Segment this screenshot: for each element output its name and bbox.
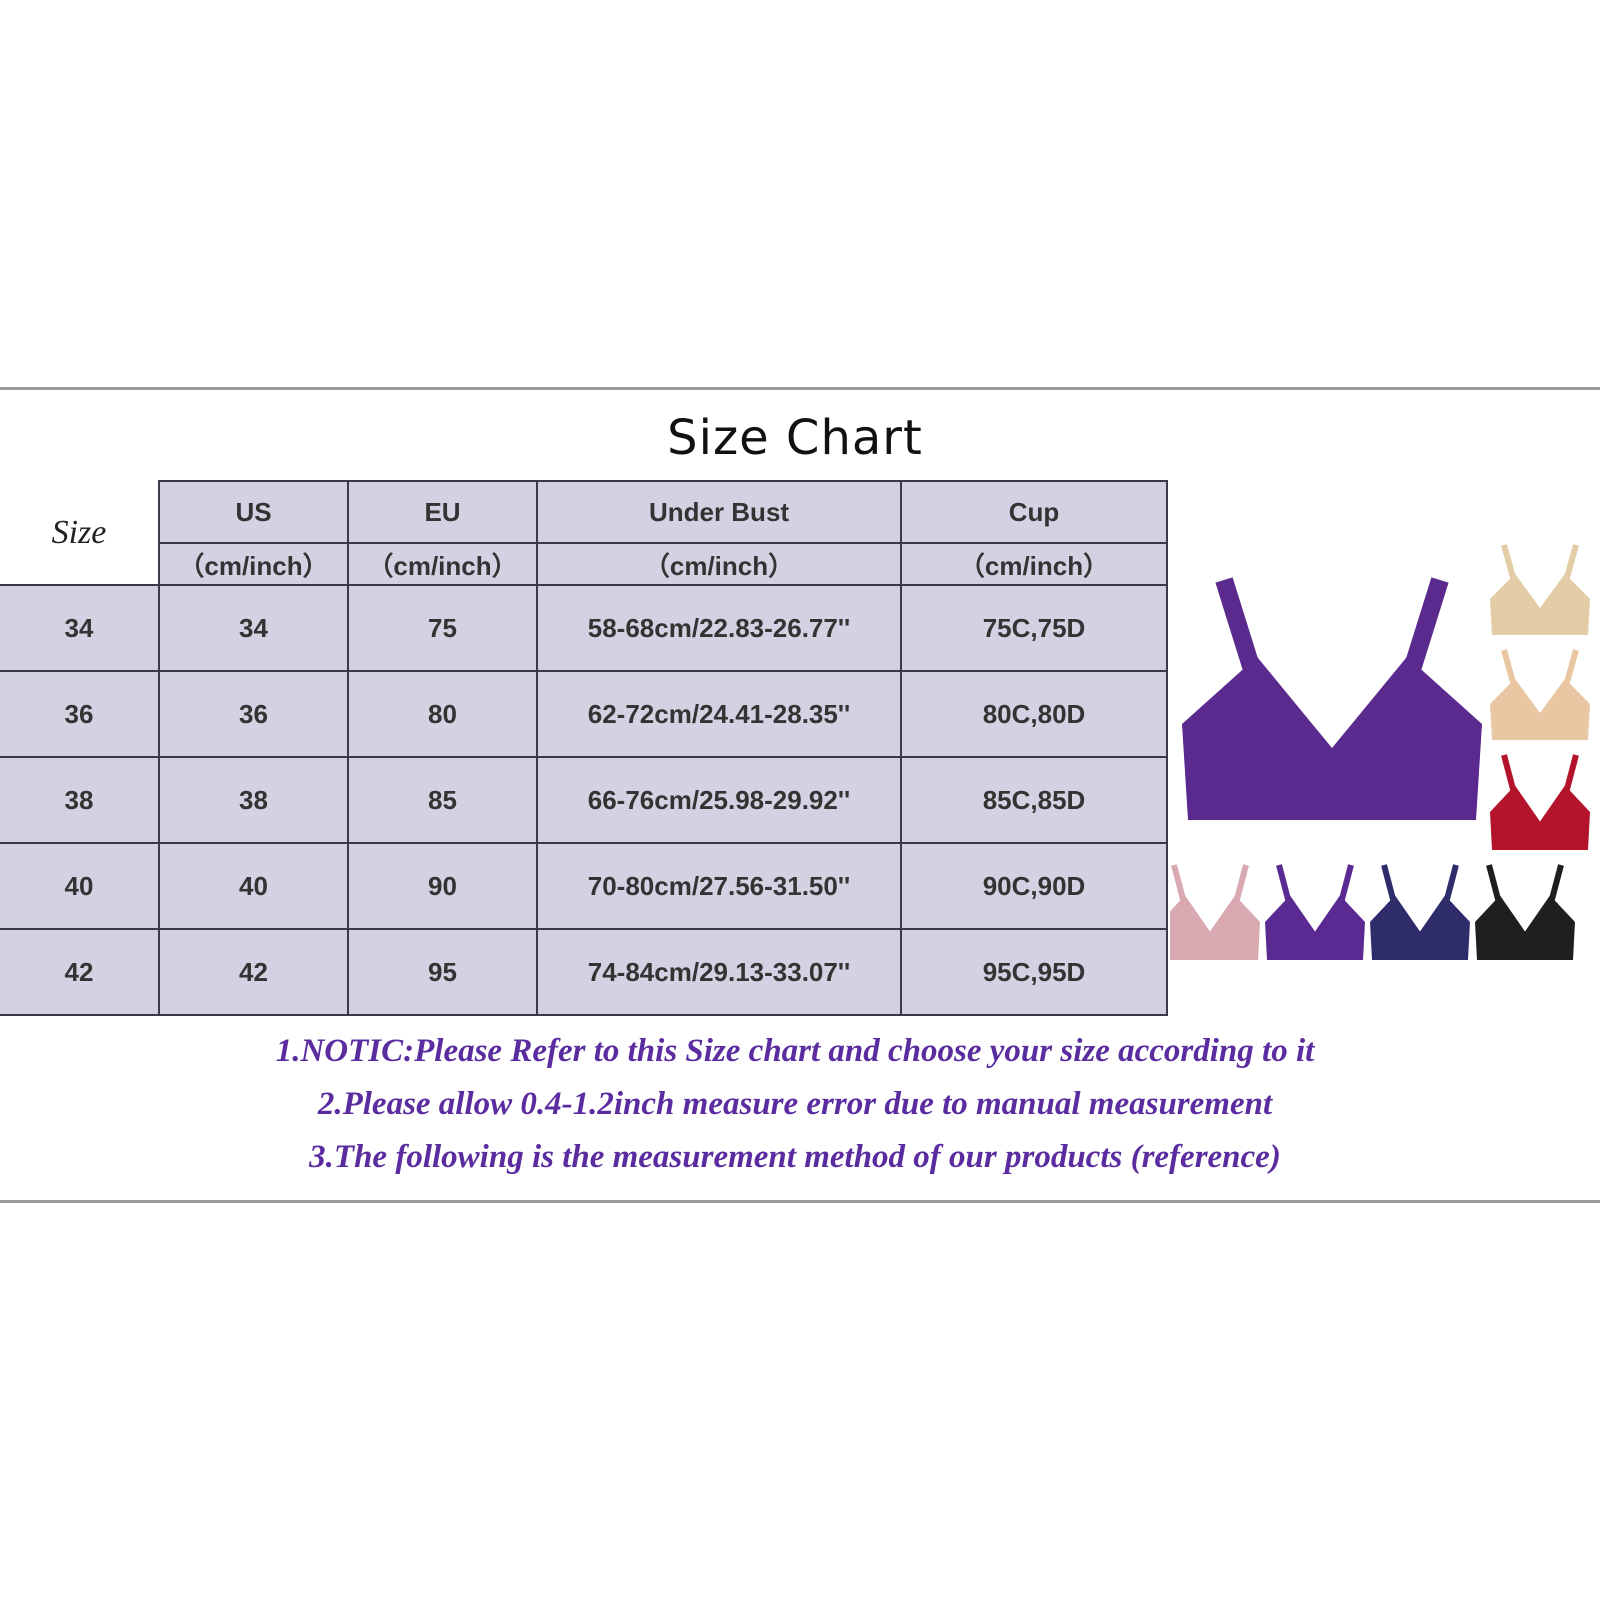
- product-swatch: [1170, 864, 1260, 960]
- unit-row: （cm/inch） （cm/inch） （cm/inch） （cm/inch）: [0, 542, 1168, 586]
- cell-cup: 85C,85D: [900, 756, 1168, 844]
- notes: 1.NOTIC:Please Refer to this Size chart …: [0, 1025, 1590, 1184]
- note-2: 2.Please allow 0.4-1.2inch measure error…: [317, 1086, 1273, 1122]
- cell-cup: 75C,75D: [900, 584, 1168, 672]
- cell-us: 42: [158, 928, 349, 1016]
- cell-size: 42: [0, 928, 160, 1016]
- product-main-image: [1182, 577, 1482, 820]
- table-row: 40 40 90 70-80cm/27.56-31.50'' 90C,90D: [0, 842, 1168, 930]
- product-swatch: [1490, 754, 1590, 850]
- table-row: 38 38 85 66-76cm/25.98-29.92'' 85C,85D: [0, 756, 1168, 844]
- cell-eu: 75: [347, 584, 538, 672]
- cell-cup: 90C,90D: [900, 842, 1168, 930]
- unit-underbust: （cm/inch）: [536, 542, 902, 586]
- product-swatch: [1370, 864, 1470, 960]
- header-row: Size US EU Under Bust Cup: [0, 480, 1168, 586]
- col-header-underbust: Under Bust: [536, 480, 902, 544]
- col-header-eu: EU: [347, 480, 538, 544]
- cell-size: 34: [0, 584, 160, 672]
- table-row: 36 36 80 62-72cm/24.41-28.35'' 80C,80D: [0, 670, 1168, 758]
- size-header: Size: [0, 481, 160, 586]
- cell-size: 36: [0, 670, 160, 758]
- cell-underbust: 70-80cm/27.56-31.50'': [536, 842, 902, 930]
- cell-eu: 90: [347, 842, 538, 930]
- cell-eu: 95: [347, 928, 538, 1016]
- cell-underbust: 66-76cm/25.98-29.92'': [536, 756, 902, 844]
- unit-eu: （cm/inch）: [347, 542, 538, 586]
- cell-underbust: 62-72cm/24.41-28.35'': [536, 670, 902, 758]
- top-divider: [0, 387, 1600, 390]
- product-swatch: [1490, 649, 1590, 740]
- size-table: Size US EU Under Bust Cup （cm/inch） （cm/…: [0, 480, 1168, 1016]
- col-header-cup: Cup: [900, 480, 1168, 544]
- cell-eu: 80: [347, 670, 538, 758]
- note-3: 3.The following is the measurement metho…: [309, 1139, 1281, 1175]
- product-swatch: [1490, 544, 1590, 635]
- cell-cup: 80C,80D: [900, 670, 1168, 758]
- product-images: [1170, 544, 1590, 960]
- table-row: 34 34 75 58-68cm/22.83-26.77'' 75C,75D: [0, 584, 1168, 672]
- cell-cup: 95C,95D: [900, 928, 1168, 1016]
- cell-us: 40: [158, 842, 349, 930]
- cell-us: 34: [158, 584, 349, 672]
- product-swatch: [1475, 864, 1575, 960]
- cell-us: 38: [158, 756, 349, 844]
- unit-us: （cm/inch）: [158, 542, 349, 586]
- cell-us: 36: [158, 670, 349, 758]
- unit-cup: （cm/inch）: [900, 542, 1168, 586]
- product-swatch: [1265, 864, 1365, 960]
- cell-underbust: 74-84cm/29.13-33.07'': [536, 928, 902, 1016]
- cell-eu: 85: [347, 756, 538, 844]
- note-1: 1.NOTIC:Please Refer to this Size chart …: [275, 1033, 1315, 1069]
- cell-size: 38: [0, 756, 160, 844]
- table-row: 42 42 95 74-84cm/29.13-33.07'' 95C,95D: [0, 928, 1168, 1016]
- bottom-divider: [0, 1200, 1600, 1203]
- page-title: Size Chart: [667, 410, 923, 466]
- col-header-us: US: [158, 480, 349, 544]
- cell-size: 40: [0, 842, 160, 930]
- cell-underbust: 58-68cm/22.83-26.77'': [536, 584, 902, 672]
